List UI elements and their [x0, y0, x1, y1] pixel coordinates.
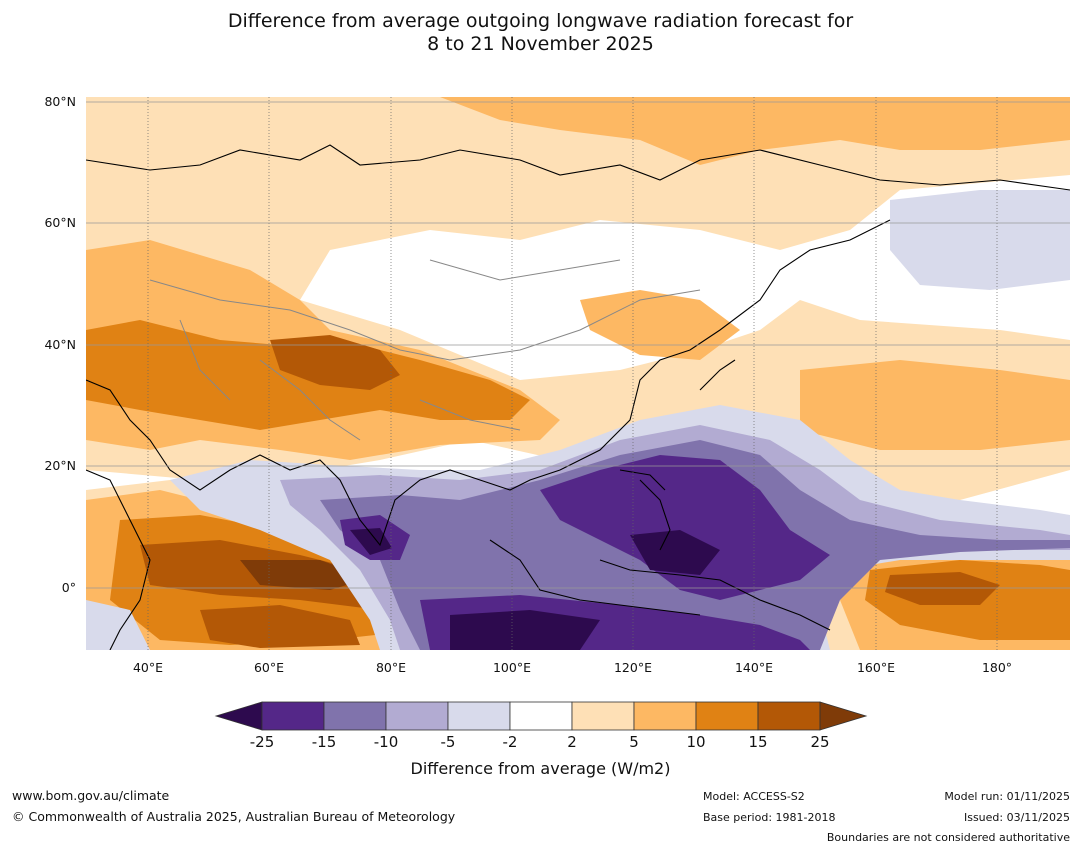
colorbar-segment: [633, 701, 697, 731]
lat-label: 60°N: [44, 215, 76, 230]
colorbar-tick: 25: [810, 733, 830, 751]
meridians: [147, 97, 998, 650]
colorbar-tick: 15: [748, 733, 768, 751]
colorbar-segment: [261, 701, 325, 731]
anomaly-region: [540, 455, 830, 600]
anomaly-region: [440, 97, 1070, 165]
colorbar-tick: 5: [629, 733, 639, 751]
country-borders: [149, 259, 701, 441]
colorbar-tick: -10: [373, 733, 399, 751]
colorbar-segment: [214, 701, 263, 731]
colorbar-segment: [819, 701, 868, 731]
anomaly-field: [86, 97, 1070, 650]
copyright: © Commonwealth of Australia 2025, Austra…: [12, 809, 456, 824]
model-run: Model run: 01/11/2025: [944, 790, 1070, 803]
anomaly-region: [890, 190, 1070, 290]
base-period: Base period: 1981-2018: [703, 811, 836, 824]
colorbar-tick: -5: [440, 733, 456, 751]
lat-label: 40°N: [44, 337, 76, 352]
anomaly-region: [450, 610, 600, 650]
lon-label: 100°E: [492, 660, 531, 675]
anomaly-region: [885, 572, 1000, 605]
anomaly-region: [270, 335, 400, 390]
anomaly-region: [86, 600, 150, 650]
coastlines: [86, 144, 1070, 650]
lat-label: 80°N: [44, 94, 76, 109]
lon-label: 120°E: [613, 660, 652, 675]
colorbar-label: Difference from average (W/m2): [410, 759, 671, 778]
issued-date: Issued: 03/11/2025: [963, 811, 1070, 824]
anomaly-region: [350, 528, 392, 555]
title-line-2: 8 to 21 November 2025: [427, 33, 654, 55]
lon-label: 60°E: [253, 660, 285, 675]
anomaly-region: [630, 530, 720, 575]
title-line-1: Difference from average outgoing longwav…: [227, 10, 854, 32]
colorbar-segment: [509, 701, 573, 731]
colorbar-segment: [757, 701, 821, 731]
map-title: Difference from average outgoing longwav…: [0, 10, 1081, 56]
colorbar-tick: 2: [567, 733, 577, 751]
colorbar-segment: [695, 701, 759, 731]
colorbar-tick: 10: [686, 733, 706, 751]
lon-label: 180°: [981, 660, 1013, 675]
anomaly-region: [580, 290, 740, 360]
source-url[interactable]: www.bom.gov.au/climate: [12, 788, 170, 803]
lon-label: 160°E: [856, 660, 895, 675]
colorbar-segment: [385, 701, 449, 731]
lon-label: 140°E: [734, 660, 773, 675]
colorbar-tick: -15: [311, 733, 337, 751]
colorbar-tick: -2: [502, 733, 518, 751]
anomaly-region: [800, 360, 1070, 450]
colorbar-segment: [571, 701, 635, 731]
parallels: [86, 101, 1070, 589]
lon-label: 80°E: [375, 660, 407, 675]
colorbar: [214, 701, 868, 731]
colorbar-segment: [323, 701, 387, 731]
colorbar-tick: -25: [249, 733, 275, 751]
boundaries-disclaimer: Boundaries are not considered authoritat…: [826, 831, 1070, 844]
lat-label: 20°N: [44, 458, 76, 473]
colorbar-segment: [447, 701, 511, 731]
lat-label: 0°: [61, 580, 76, 595]
model-name: Model: ACCESS-S2: [703, 790, 805, 803]
lon-label: 40°E: [132, 660, 164, 675]
anomaly-region: [200, 605, 360, 648]
